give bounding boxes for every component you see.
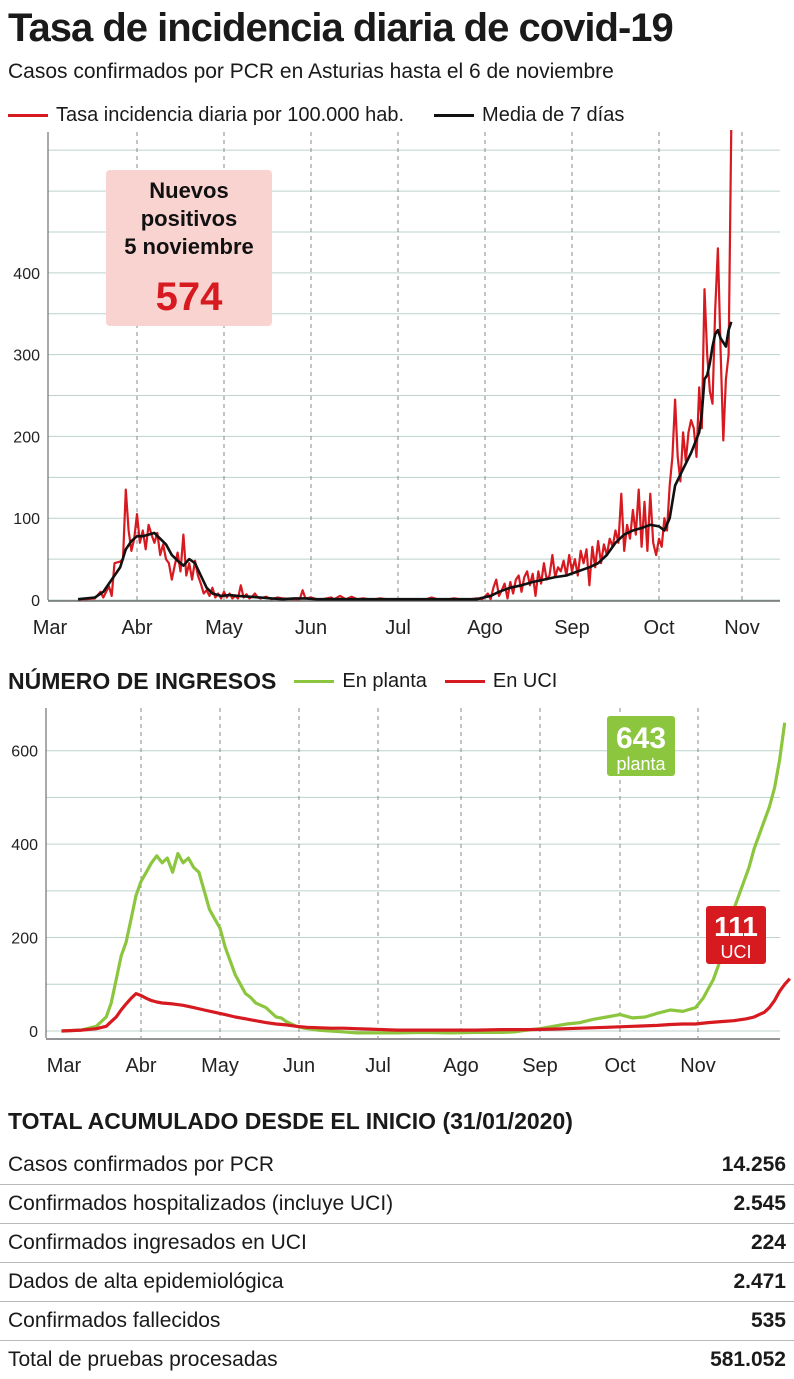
- x-tick-label: May: [205, 617, 243, 639]
- x-tick-label: Sep: [554, 617, 590, 639]
- uci-callout-label: UCI: [721, 942, 752, 962]
- series-line-b: [78, 322, 731, 599]
- y-tick-label: 600: [11, 744, 38, 761]
- admissions-header: NÚMERO DE INGRESOS En planta En UCI: [8, 668, 575, 695]
- totals-row-value: 581.052: [646, 1341, 794, 1379]
- y-tick-label: 400: [11, 837, 38, 854]
- y-tick-label: 200: [13, 429, 40, 446]
- daily-rate-swatch: [8, 114, 48, 117]
- daily-rate-legend-label: Tasa incidencia diaria por 100.000 hab.: [56, 104, 404, 127]
- totals-row-label: Confirmados hospitalizados (incluye UCI): [0, 1185, 646, 1224]
- new-positives-label: 5 noviembre: [124, 234, 254, 259]
- admissions-chart: 0 200 400 600 Mar Abr May Jun Jul Ago Sep Oct Nov 643…: [0, 700, 794, 1090]
- new-positives-value: 574: [156, 275, 223, 319]
- totals-row-label: Total de pruebas procesadas: [0, 1341, 646, 1379]
- x-tick-label: Jul: [385, 617, 411, 639]
- y-tick-label: 200: [11, 931, 38, 948]
- totals-row-value: 224: [646, 1224, 794, 1263]
- weekly-avg-swatch: [434, 114, 474, 117]
- totals-row-label: Dados de alta epidemiológica: [0, 1263, 646, 1302]
- x-tick-label: Oct: [604, 1055, 636, 1077]
- totals-row-label: Confirmados fallecidos: [0, 1302, 646, 1341]
- series-line-a: [62, 723, 785, 1033]
- totals-row: Confirmados hospitalizados (incluye UCI)…: [0, 1185, 794, 1224]
- uci-swatch: [445, 680, 485, 683]
- uci-legend-item: En UCI: [445, 670, 557, 693]
- x-tick-label: Abr: [125, 1055, 156, 1077]
- x-tick-label: Mar: [33, 617, 68, 639]
- totals-row-label: Casos confirmados por PCR: [0, 1146, 646, 1185]
- y-tick-label: 0: [31, 593, 40, 610]
- x-tick-label: May: [201, 1055, 239, 1077]
- admissions-heading: NÚMERO DE INGRESOS: [8, 668, 276, 695]
- x-tick-label: Nov: [680, 1055, 716, 1077]
- totals-row-value: 14.256: [646, 1146, 794, 1185]
- new-positives-label: positivos: [141, 206, 238, 231]
- page-title: Tasa de incidencia diaria de covid-19: [8, 6, 673, 51]
- x-tick-label: Ago: [467, 617, 503, 639]
- y-tick-label: 100: [13, 511, 40, 528]
- page-subtitle: Casos confirmados por PCR en Asturias ha…: [8, 60, 614, 84]
- y-tick-label: 300: [13, 348, 40, 365]
- totals-row-value: 2.471: [646, 1263, 794, 1302]
- x-tick-label: Nov: [724, 617, 760, 639]
- weekly-avg-legend-label: Media de 7 días: [482, 104, 624, 127]
- incidence-legend: Tasa incidencia diaria por 100.000 hab. …: [8, 104, 624, 127]
- y-tick-label: 400: [13, 266, 40, 283]
- x-tick-label: Oct: [643, 617, 675, 639]
- totals-heading: TOTAL ACUMULADO DESDE EL INICIO (31/01/2…: [8, 1108, 573, 1135]
- series-line-b: [62, 979, 790, 1031]
- x-tick-label: Abr: [121, 617, 152, 639]
- new-positives-label: Nuevos: [149, 178, 228, 203]
- totals-row-label: Confirmados ingresados en UCI: [0, 1224, 646, 1263]
- x-tick-label: Jun: [283, 1055, 315, 1077]
- planta-swatch: [294, 680, 334, 683]
- x-tick-label: Sep: [522, 1055, 558, 1077]
- totals-row-value: 535: [646, 1302, 794, 1341]
- planta-legend-label: En planta: [342, 670, 427, 693]
- incidence-chart: 0 100 200 300 400 Mar Abr May Jun Jul Ago Sep Oct Nov…: [0, 130, 794, 650]
- planta-legend-item: En planta: [294, 670, 427, 693]
- planta-callout-label: planta: [616, 754, 666, 774]
- planta-callout-value: 643: [616, 722, 666, 755]
- uci-legend-label: En UCI: [493, 670, 557, 693]
- totals-row-value: 2.545: [646, 1185, 794, 1224]
- uci-callout-value: 111: [714, 911, 758, 942]
- x-tick-label: Mar: [47, 1055, 82, 1077]
- x-tick-label: Ago: [443, 1055, 479, 1077]
- y-tick-label: 0: [29, 1024, 38, 1041]
- x-tick-label: Jun: [295, 617, 327, 639]
- x-tick-label: Jul: [365, 1055, 391, 1077]
